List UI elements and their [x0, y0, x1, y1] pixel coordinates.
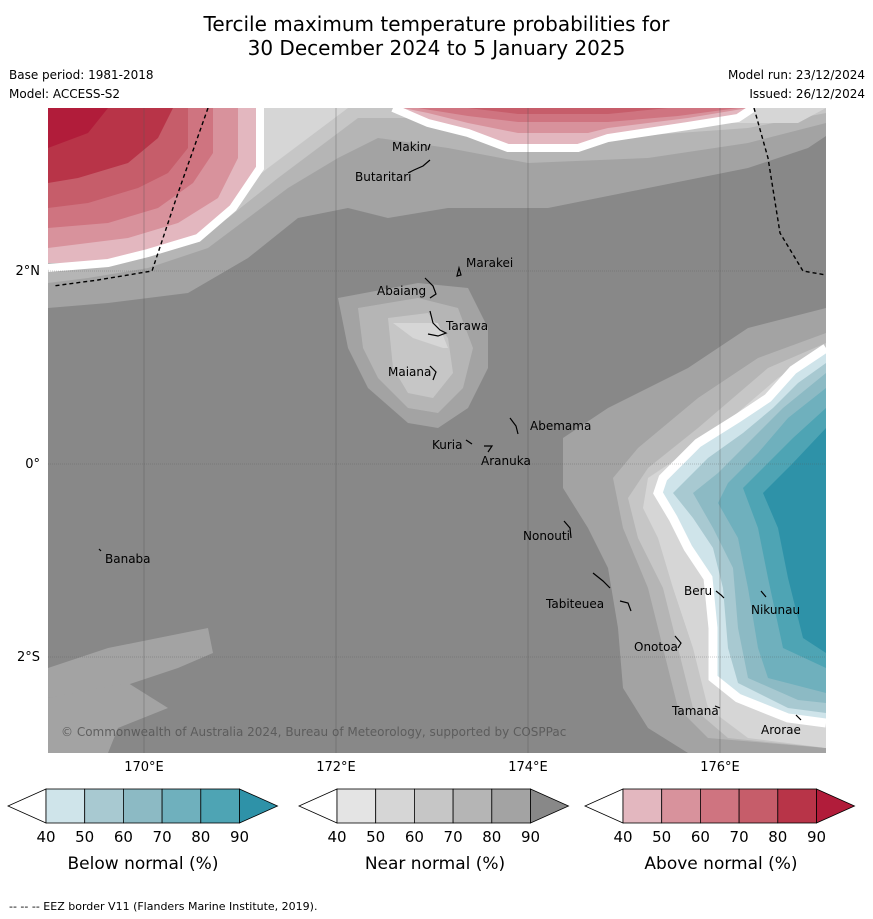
place-kuria: Kuria [432, 438, 463, 452]
issued-date: Issued: 26/12/2024 [749, 87, 865, 101]
colorbar-segment [375, 788, 415, 824]
colorbar-segment [700, 788, 740, 824]
place-abaiang: Abaiang [377, 284, 426, 298]
lon-label-174e: 174°E [508, 760, 548, 775]
lat-label-0: 0° [25, 457, 40, 472]
place-butaritari: Butaritari [355, 170, 412, 184]
colorbar-tick-label: 90 [229, 828, 250, 846]
below-band-90 [763, 428, 826, 653]
colorbar-over-triangle [816, 788, 856, 824]
colorbar-tick-label: 40 [613, 828, 633, 846]
base-period: Base period: 1981-2018 [9, 68, 154, 82]
lon-label-176e: 176°E [700, 760, 740, 775]
colorbar-tick-label: 70 [729, 828, 749, 846]
place-marakei: Marakei [466, 256, 513, 270]
lon-label-170e: 170°E [124, 760, 164, 775]
place-beru: Beru [684, 584, 712, 598]
lon-label-172e: 172°E [316, 760, 356, 775]
colorbar-near-title: Near normal (%) [364, 854, 506, 874]
colorbars [7, 788, 856, 824]
eez-border [52, 108, 826, 287]
colorbar-segment [200, 788, 240, 824]
colorbar-tick-label: 50 [366, 828, 386, 846]
place-abemama: Abemama [530, 419, 591, 433]
colorbar-above-title: Above normal (%) [644, 854, 798, 874]
near-band-island-40 [393, 323, 448, 348]
colorbar-tick-label: 60 [404, 828, 424, 846]
colorbar-segment [84, 788, 124, 824]
white-gap-right [653, 344, 826, 728]
colorbar-tick-label: 40 [327, 828, 347, 846]
colorbar-segment [161, 788, 202, 824]
colorbar-under-triangle [7, 788, 47, 824]
place-makin: Makin [392, 140, 428, 154]
colorbar-tick-label: 90 [520, 828, 541, 846]
colorbar-segment [452, 788, 493, 824]
lat-label-2s: 2°S [16, 650, 40, 665]
title-line-2: 30 December 2024 to 5 January 2025 [247, 36, 626, 60]
place-tabiteuea: Tabiteuea [545, 597, 604, 611]
colorbar-segment [738, 788, 779, 824]
colorbar-tick-label: 90 [806, 828, 827, 846]
above-band-90 [48, 108, 108, 148]
colorbar-tick-label: 80 [482, 828, 502, 846]
place-arorae: Arorae [761, 723, 801, 737]
colorbar-segment [661, 788, 701, 824]
colorbar-tick-label: 40 [36, 828, 56, 846]
colorbar-segment [45, 788, 86, 824]
place-nikunau: Nikunau [751, 603, 800, 617]
map-title: Tercile maximum temperature probabilitie… [0, 12, 873, 60]
near-band-bottom [48, 683, 168, 753]
model-name: Model: ACCESS-S2 [9, 87, 121, 101]
colorbar-segment [123, 788, 163, 824]
colorbar-tick-label: 70 [152, 828, 172, 846]
colorbar-segment [622, 788, 663, 824]
near-band-lower [48, 628, 213, 698]
place-banaba: Banaba [105, 552, 151, 566]
colorbar-tick-label: 50 [652, 828, 672, 846]
colorbar-tick-label: 60 [113, 828, 133, 846]
colorbar-segment [491, 788, 531, 824]
colorbar-tick-label: 80 [768, 828, 788, 846]
colorbar-segment [414, 788, 454, 824]
title-line-1: Tercile maximum temperature probabilitie… [203, 12, 670, 36]
colorbar-segment [777, 788, 817, 824]
lat-label-2n: 2°N [15, 264, 41, 279]
probability-map: Makin Butaritari Marakei Abaiang Tarawa … [48, 108, 826, 753]
colorbar-tick-label: 70 [443, 828, 463, 846]
place-labels: Makin Butaritari Marakei Abaiang Tarawa … [105, 140, 801, 737]
place-onotoa: Onotoa [634, 640, 678, 654]
colorbar-tick-label: 50 [75, 828, 95, 846]
island-outlines [98, 143, 802, 721]
place-tarawa: Tarawa [445, 319, 488, 333]
colorbar-tick-label: 80 [191, 828, 211, 846]
colorbar-near [298, 788, 570, 824]
eez-footer-note: -- -- -- EEZ border V11 (Flanders Marine… [9, 900, 318, 913]
meta-right: Model run: 23/12/2024 Issued: 26/12/2024 [728, 66, 865, 104]
white-gap-top [391, 108, 756, 152]
colorbar-over-triangle [239, 788, 279, 824]
meta-left: Base period: 1981-2018 Model: ACCESS-S2 [9, 66, 154, 104]
above-band-top-70 [468, 108, 668, 114]
colorbar-segment [336, 788, 377, 824]
model-run: Model run: 23/12/2024 [727, 68, 865, 82]
colorbar-tick-label: 60 [690, 828, 710, 846]
colorbar-under-triangle [584, 788, 624, 824]
place-aranuka: Aranuka [481, 454, 531, 468]
graticule [48, 108, 826, 753]
white-gap-left [48, 108, 264, 272]
place-nonouti: Nonouti [523, 529, 570, 543]
place-tamana: Tamana [671, 704, 719, 718]
place-maiana: Maiana [388, 365, 431, 379]
colorbar-over-triangle [530, 788, 570, 824]
copyright-notice: © Commonwealth of Australia 2024, Bureau… [61, 725, 566, 739]
colorbar-under-triangle [298, 788, 338, 824]
colorbar-above [584, 788, 856, 824]
colorbar-below-title: Below normal (%) [67, 854, 219, 874]
colorbar-below [7, 788, 279, 824]
